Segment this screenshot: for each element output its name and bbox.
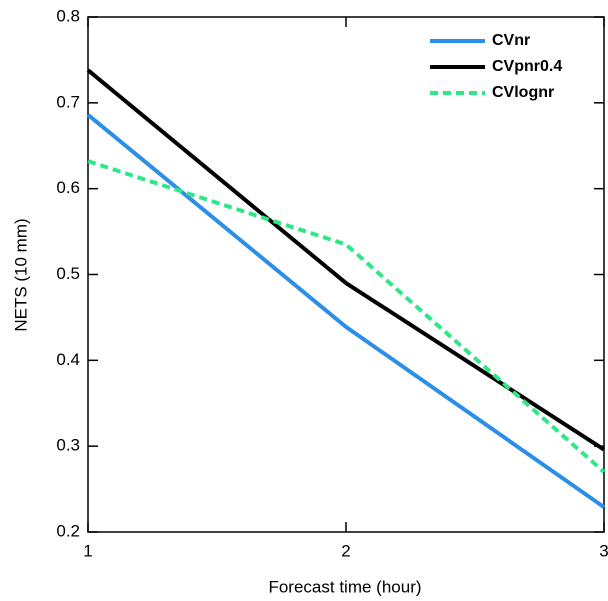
x-tick-label: 2 <box>341 541 350 560</box>
y-tick-label: 0.8 <box>56 6 80 25</box>
legend-label: CVnr <box>492 32 530 49</box>
y-tick-label: 0.3 <box>56 436 80 455</box>
x-axis-label: Forecast time (hour) <box>268 577 421 596</box>
legend-label: CVlognr <box>492 84 554 101</box>
y-tick-label: 0.7 <box>56 92 80 111</box>
y-tick-label: 0.5 <box>56 264 80 283</box>
series-line <box>86 68 606 452</box>
y-tick-label: 0.2 <box>56 521 80 540</box>
y-tick-label: 0.4 <box>56 350 80 369</box>
x-tick-label: 3 <box>599 541 608 560</box>
series-line <box>86 113 606 509</box>
legend-label: CVpnr0.4 <box>492 58 562 75</box>
series-line <box>87 159 606 474</box>
x-tick-label: 1 <box>83 541 92 560</box>
y-axis-label: NETS (10 mm) <box>11 218 30 331</box>
y-tick-label: 0.6 <box>56 178 80 197</box>
